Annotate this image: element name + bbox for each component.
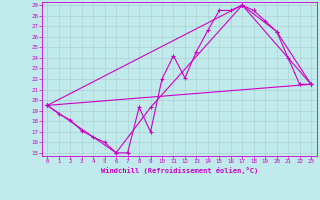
X-axis label: Windchill (Refroidissement éolien,°C): Windchill (Refroidissement éolien,°C) <box>100 167 258 174</box>
